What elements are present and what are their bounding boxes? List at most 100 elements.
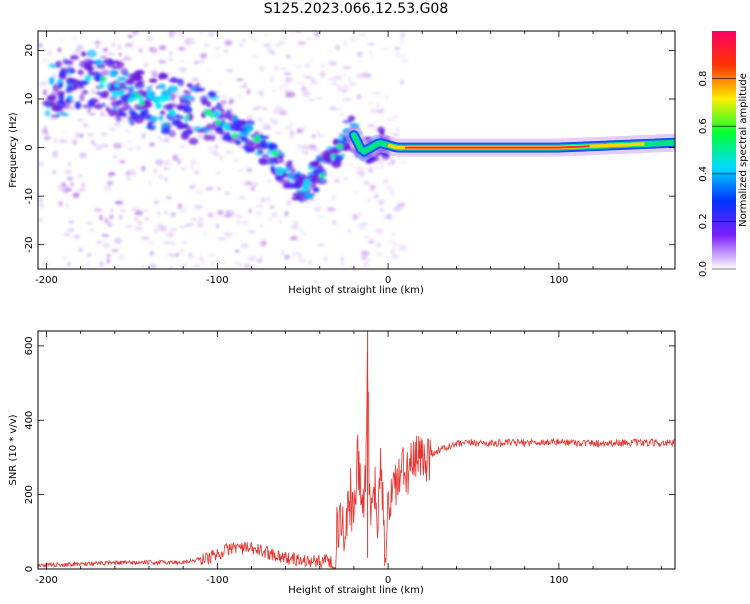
snr-x-tick-label: 0 [385, 575, 391, 586]
colorbar-tick-label: 0.0 [698, 261, 709, 277]
spectrogram-blob [367, 258, 371, 263]
spectrogram-blob [233, 159, 238, 163]
spectrogram-blob [268, 217, 272, 223]
spectrogram-blob [164, 177, 168, 182]
spectrogram-blob [144, 209, 148, 212]
spectrogram-blob [126, 140, 133, 144]
spectrogram-blob [257, 257, 264, 263]
spectrogram-blob [286, 92, 292, 98]
spectrogram-blob [70, 55, 79, 60]
spectrogram-blob [370, 54, 375, 59]
spectrogram-blob [169, 50, 173, 57]
colorbar-tick-label: 0.4 [698, 166, 709, 182]
spectrogram-blob [374, 91, 382, 96]
spectrogram-blob [304, 62, 311, 69]
spectrogram-blob [261, 106, 268, 111]
spectrogram-blob [75, 131, 80, 138]
spectrogram-blob [42, 99, 54, 107]
spectrogram-blob [299, 149, 305, 155]
spectrogram-blob [138, 100, 145, 106]
spectrogram-blob [268, 143, 276, 150]
spectrogram-blob [134, 217, 139, 221]
spectrogram-blob [190, 159, 197, 165]
spectrogram-blob [346, 228, 353, 234]
colorbar-ticks: 0.0 0.2 0.4 0.6 0.8 [698, 71, 736, 277]
spectrogram-blob [143, 115, 151, 121]
snr-panel: -200 -100 0 100 0 200 400 600 Height of straigh… [8, 330, 676, 596]
spectrogram-blob [139, 166, 145, 169]
spectrogram-blob [58, 94, 65, 101]
spectrogram-blob [118, 52, 122, 57]
spectrogram-blob [78, 248, 83, 252]
spectrogram-blob [165, 231, 175, 238]
spectrogram-blob [364, 223, 370, 227]
spectrogram-blob [386, 117, 395, 122]
colorbar-tick-label: 0.8 [698, 71, 709, 87]
snr-y-tick-label: 200 [24, 485, 35, 504]
spectrogram-blob [219, 108, 225, 113]
spectrogram-blob [215, 54, 222, 58]
spectrogram-blob [118, 253, 125, 261]
spectrogram-blob [148, 78, 158, 83]
spectrogram-blob [225, 150, 233, 154]
spectrogram-blob [95, 91, 103, 95]
spectrogram-blob [80, 51, 86, 57]
spectrogram-blob [171, 241, 177, 246]
spectrogram-blob [224, 231, 233, 238]
spectrogram-blob [334, 179, 341, 184]
spectrogram-blob [207, 31, 216, 38]
spectrogram-blob [127, 34, 134, 38]
spectrogram-blob [82, 89, 88, 94]
spectrogram-blob [137, 47, 143, 54]
spectrogram-blob [155, 102, 162, 110]
spectrogram-blob [365, 160, 373, 164]
spectrogram-blob [172, 154, 178, 161]
spectrogram-blob [290, 224, 300, 230]
spectrogram-blob [339, 112, 345, 117]
spectrogram-blob [68, 220, 74, 224]
spectrogram-blob [268, 76, 275, 83]
spectrogram-marks [38, 31, 675, 269]
spectrogram-blob [252, 38, 258, 42]
spectrogram-blob [224, 39, 233, 46]
spectrogram-blob [118, 214, 123, 220]
spectrogram-blob [400, 160, 407, 164]
spectrogram-blob [348, 75, 352, 83]
spectrogram-blob [70, 68, 76, 74]
spectrogram-blob [39, 217, 43, 223]
spectrogram-blob [93, 98, 99, 103]
spectrogram-blob [109, 215, 114, 219]
spectrogram-blob [310, 147, 320, 153]
spectrogram-blob [101, 234, 110, 237]
spectrogram-blob [95, 44, 100, 49]
spectrogram-blob [108, 108, 117, 117]
spectrogram-blob [376, 109, 385, 114]
spectrogram-blob [83, 62, 92, 71]
spectrogram-blob [301, 74, 307, 77]
spectrogram-blob [224, 191, 230, 196]
spectrogram-blob [107, 63, 116, 68]
spectrogram-blob [342, 72, 347, 77]
spectrogram-blob [285, 77, 291, 82]
spectrogram-blob [259, 224, 264, 228]
spectrogram-blob [284, 254, 291, 260]
spectrogram-blob [52, 170, 57, 175]
spectrogram-blob [127, 105, 132, 110]
spectrogram-blob [197, 129, 203, 133]
spectrogram-blob [96, 146, 103, 151]
spectrogram-blob [124, 43, 133, 48]
spectrogram-blob [114, 122, 122, 127]
spectrogram-blob [123, 130, 131, 133]
spectrogram-blob [65, 98, 71, 103]
spectrogram-blob [217, 209, 224, 216]
spectrogram-blob [287, 172, 294, 179]
spectrogram-blob [246, 114, 255, 118]
spectrogram-blob [100, 110, 104, 116]
spectrogram-blob [77, 174, 84, 178]
spectrogram-blob [242, 180, 252, 186]
spectrogram-blob [153, 199, 160, 205]
spectrogram-blob [273, 109, 279, 115]
spectrogram-blob [141, 236, 150, 241]
spectrogram-blob [141, 264, 145, 269]
spectrogram-blob [391, 254, 400, 259]
